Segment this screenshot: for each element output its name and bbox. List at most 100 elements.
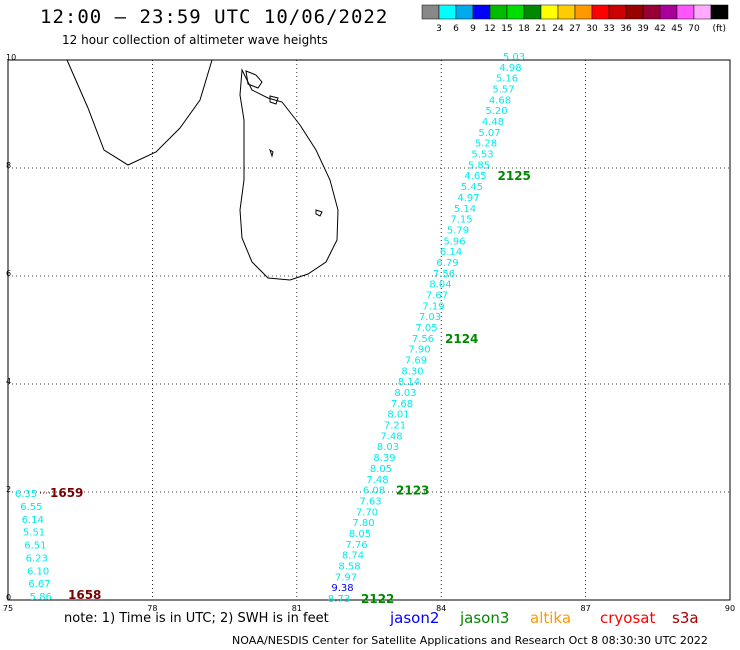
legend-label: 27	[569, 24, 580, 34]
wave-height-label: 4.48	[482, 117, 504, 128]
wave-height-label: 6.10	[27, 566, 49, 577]
track-time-label: 1658	[68, 588, 101, 602]
x-tick-label: 87	[581, 604, 591, 613]
legend-label: 42	[654, 24, 665, 34]
wave-height-label: 8.73	[328, 594, 350, 605]
wave-height-label: 6.67	[28, 579, 50, 590]
legend-altika: altika	[530, 609, 572, 627]
page-subtitle: 12 hour collection of altimeter wave hei…	[62, 33, 328, 47]
x-tick-label: 78	[147, 604, 157, 613]
track-time-label: 2123	[396, 484, 429, 498]
wave-height-label: 8.04	[429, 280, 451, 291]
wave-height-label: 8.03	[377, 442, 399, 453]
wave-height-label: 4.98	[499, 63, 521, 74]
wave-height-label: 5.51	[23, 528, 45, 539]
wave-height-label: 8.39	[373, 453, 395, 464]
wave-height-label: 5.14	[454, 204, 476, 215]
wave-height-label: 7.70	[356, 507, 378, 518]
legend-label: 24	[552, 24, 564, 34]
wave-height-label: 8.74	[342, 551, 364, 562]
legend-label: 39	[637, 24, 649, 34]
wave-height-label: 8.30	[401, 366, 423, 377]
legend-jason3: jason3	[460, 609, 510, 627]
wave-height-label: 7.76	[345, 540, 367, 551]
wave-height-label: 4.97	[457, 193, 479, 204]
y-tick-label: 2	[6, 485, 11, 494]
wave-height-label: 6.08	[363, 486, 385, 497]
wave-height-label: 5.85	[468, 160, 490, 171]
wave-height-label: 6.14	[22, 515, 44, 526]
legend-label: 33	[603, 24, 614, 34]
wave-height-label: 8.01	[387, 410, 409, 421]
y-tick-label: 10	[6, 53, 16, 62]
wave-height-label: 5.79	[447, 225, 469, 236]
legend-label: 70	[688, 24, 700, 34]
wave-height-label: 7.05	[415, 323, 437, 334]
page-title: 12:00 – 23:59 UTC 10/06/2022	[40, 6, 389, 28]
wave-height-label: 4.65	[464, 171, 486, 182]
x-tick-label: 84	[436, 604, 446, 613]
wave-height-label: 7.69	[405, 356, 427, 367]
wave-height-label: 5.96	[443, 236, 465, 247]
wave-height-label: 5.28	[475, 139, 497, 150]
x-tick-label: 81	[292, 604, 302, 613]
altimeter-tracks: 5.034.985.165.574.685.204.485.075.285.53…	[15, 52, 531, 606]
legend-label: 9	[470, 24, 476, 34]
x-tick-label: 90	[725, 604, 735, 613]
wave-height-label: 5.03	[503, 52, 525, 63]
footnote: note: 1) Time is in UTC; 2) SWH is in fe…	[64, 611, 329, 626]
credit-line: NOAA/NESDIS Center for Satellite Applica…	[232, 634, 708, 647]
wave-height-label: 6.14	[440, 247, 462, 258]
wave-height-label: 8.05	[370, 464, 392, 475]
legend-label: 15	[501, 24, 512, 34]
legend-swatch	[710, 4, 729, 20]
color-legend: 3 6 9 12 15 18 21 24 27 30 33 36 39 42 45 70 (ft)	[421, 4, 729, 34]
track-time-label: 2122	[361, 592, 394, 606]
track-time-label: 1659	[50, 486, 83, 500]
track-time-label: 2124	[445, 332, 478, 346]
wave-height-label: 7.67	[426, 290, 448, 301]
legend-label: 45	[671, 24, 682, 34]
wave-height-label: 7.80	[352, 518, 374, 529]
wave-height-label: 7.68	[391, 399, 413, 410]
wave-height-label: 7.48	[366, 475, 388, 486]
legend-s3a: s3a	[672, 609, 699, 627]
wave-height-label: 6.79	[436, 258, 458, 269]
wave-height-label: 7.15	[450, 215, 472, 226]
y-tick-label: 4	[6, 377, 11, 386]
track-time-label: 2125	[498, 169, 531, 183]
wave-height-label: 6.23	[26, 553, 48, 564]
axis-ticks: 75 78 81 84 87 90 0 2 4 6 8 10	[3, 53, 735, 613]
wave-height-label: 8.58	[338, 561, 360, 572]
legend-cryosat: cryosat	[600, 609, 656, 627]
legend-label: 21	[535, 24, 546, 34]
legend-label: 12	[484, 24, 495, 34]
wave-height-label: 7.56	[433, 269, 455, 280]
wave-height-label: 9.38	[331, 583, 353, 594]
legend-jason2: jason2	[390, 609, 440, 627]
wave-height-label: 8.03	[394, 388, 416, 399]
map-grid	[8, 60, 730, 600]
wave-height-label: 7.21	[384, 421, 406, 432]
sri-lanka-coastline	[66, 59, 339, 281]
wave-height-label: 5.07	[478, 128, 500, 139]
wave-height-label: 5.86	[30, 592, 52, 603]
y-tick-label: 0	[6, 593, 11, 602]
wave-height-label: 7.48	[380, 431, 402, 442]
wave-height-label: 5.53	[471, 150, 493, 161]
wave-height-label: 6.51	[24, 541, 46, 552]
legend-unit: (ft)	[712, 24, 726, 34]
wave-height-label: 7.97	[335, 572, 357, 583]
wave-height-label: 5.16	[496, 74, 518, 85]
y-tick-label: 8	[6, 161, 11, 170]
map-frame	[7, 59, 731, 601]
wave-height-label: 8.14	[398, 377, 420, 388]
legend-label: 18	[518, 24, 530, 34]
wave-height-label: 5.57	[492, 85, 514, 96]
wave-height-label: 5.20	[485, 106, 507, 117]
wave-height-label: 7.19	[422, 301, 444, 312]
wave-height-label: 6.55	[20, 502, 42, 513]
x-tick-label: 75	[3, 604, 13, 613]
legend-label: 36	[620, 24, 632, 34]
